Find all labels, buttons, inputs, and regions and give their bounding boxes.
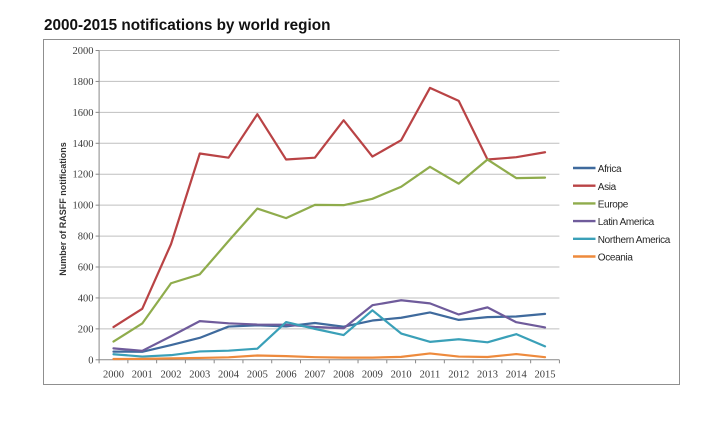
svg-text:800: 800 — [78, 232, 94, 243]
svg-text:2014: 2014 — [506, 370, 528, 381]
svg-text:2000: 2000 — [103, 370, 124, 381]
svg-text:Africa: Africa — [598, 164, 622, 175]
svg-text:2011: 2011 — [420, 370, 441, 381]
svg-text:600: 600 — [78, 263, 94, 274]
svg-text:2007: 2007 — [304, 370, 325, 381]
svg-text:Latin America: Latin America — [598, 217, 655, 228]
svg-text:2015: 2015 — [535, 370, 556, 381]
svg-text:2013: 2013 — [477, 370, 498, 381]
svg-text:2006: 2006 — [276, 370, 297, 381]
svg-text:2008: 2008 — [333, 370, 354, 381]
svg-text:2001: 2001 — [132, 370, 153, 381]
svg-text:2005: 2005 — [247, 370, 268, 381]
svg-text:1000: 1000 — [73, 201, 94, 212]
svg-text:2010: 2010 — [391, 370, 412, 381]
svg-text:2004: 2004 — [218, 370, 240, 381]
svg-text:1400: 1400 — [73, 139, 94, 150]
svg-text:2003: 2003 — [189, 370, 210, 381]
svg-text:Number of RASFF notifications: Number of RASFF notifications — [58, 142, 68, 276]
svg-text:1200: 1200 — [73, 170, 94, 181]
svg-text:1600: 1600 — [73, 108, 94, 119]
svg-text:2012: 2012 — [448, 370, 469, 381]
svg-text:200: 200 — [78, 324, 94, 335]
svg-text:1800: 1800 — [73, 77, 94, 88]
svg-text:2002: 2002 — [161, 370, 182, 381]
svg-text:Northern America: Northern America — [598, 235, 671, 246]
svg-text:Europe: Europe — [598, 200, 629, 211]
svg-text:2000: 2000 — [73, 46, 94, 57]
svg-text:400: 400 — [78, 293, 94, 304]
svg-text:0: 0 — [88, 355, 93, 366]
svg-text:Oceania: Oceania — [598, 253, 634, 264]
svg-text:2009: 2009 — [362, 370, 383, 381]
svg-text:Asia: Asia — [598, 182, 617, 193]
